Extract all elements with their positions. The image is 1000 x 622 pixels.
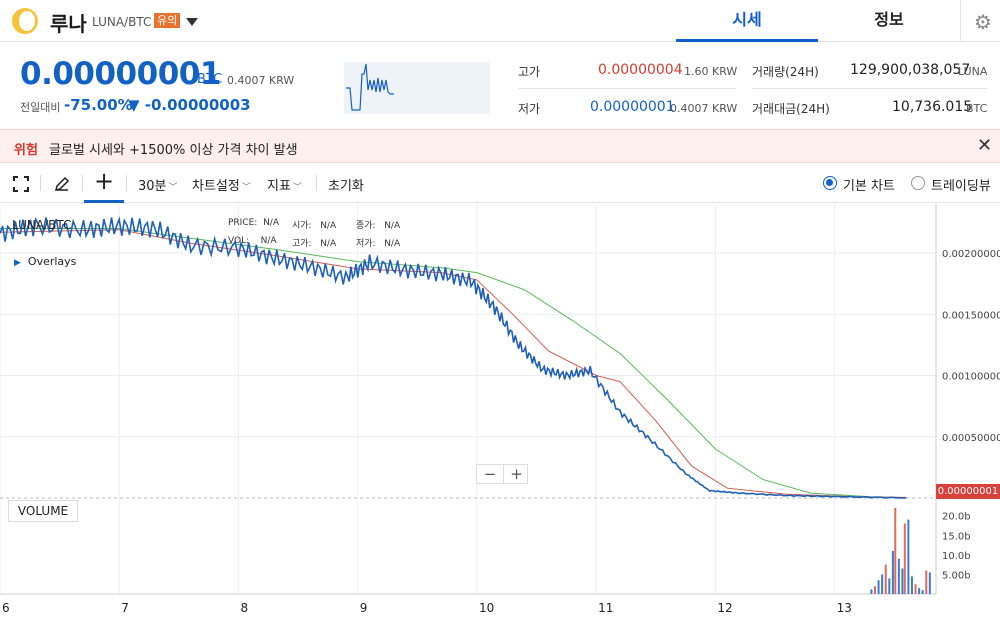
tab-price[interactable]: 시세 <box>676 0 818 42</box>
low-value: 0.00000001 <box>590 99 675 115</box>
interval-select[interactable]: 30분 ﹀ <box>138 179 178 194</box>
trading-view-radio[interactable] <box>911 176 925 190</box>
high-value: 0.00000004 <box>598 62 683 78</box>
zoom-in-button[interactable]: + <box>503 465 529 483</box>
sparkline <box>344 62 490 114</box>
volume-bar <box>870 589 873 594</box>
warning-badge: 유의 <box>154 13 181 28</box>
y-tick-label: 0.00200000 <box>942 249 1000 260</box>
volume-24h-value: 129,900,038,057 <box>850 62 971 78</box>
price-line <box>0 216 907 499</box>
chart-grid <box>0 204 937 595</box>
volume-bar <box>928 572 931 594</box>
coin-name: 루나 <box>50 12 87 36</box>
volume-bar <box>901 568 904 594</box>
volume-bar <box>888 578 891 594</box>
x-tick-label: 9 <box>360 601 368 615</box>
amount-24h-label: 거래대금(24H) <box>752 102 830 116</box>
volume-tick-label: 5.00b <box>942 570 971 581</box>
risk-alert: 위험 글로벌 시세와 +1500% 이상 가격 차이 발생 ✕ <box>0 129 1000 163</box>
volume-bar <box>891 550 894 594</box>
high-krw: 1.60 KRW <box>684 65 738 78</box>
current-price: 0.00000001 <box>20 56 221 92</box>
alert-tag: 위험 <box>14 143 38 158</box>
high-label: 고가 <box>518 65 541 79</box>
x-tick-label: 12 <box>717 601 732 615</box>
volume-24h-unit: LUNA <box>958 65 988 78</box>
gear-icon[interactable]: ⚙ <box>974 10 992 34</box>
volume-tick-label: 20.0b <box>942 512 971 523</box>
volume-bar <box>873 586 876 594</box>
volume-tick-label: 10.0b <box>942 551 971 562</box>
x-tick-label: 8 <box>240 601 248 615</box>
volume-bar <box>877 580 880 594</box>
amount-24h-unit: BTC <box>966 102 988 115</box>
crosshair-icon[interactable]: + <box>94 167 115 195</box>
price-chart[interactable]: 6 7 8 9 10 11 12 13 0.00200000 0.00150000 0.001000… <box>0 204 1000 622</box>
zoom-out-button[interactable]: − <box>483 465 497 483</box>
y-tick-label: 0.00150000 <box>942 310 1000 321</box>
luna-logo-icon <box>12 8 38 34</box>
ma-long-line <box>0 228 907 499</box>
y-tick-label: 0.00050000 <box>942 433 1000 444</box>
low-krw: 0.4007 KRW <box>670 102 738 115</box>
basic-chart-radio[interactable] <box>823 176 837 190</box>
ohlc-price: PRICE: N/A <box>228 218 279 228</box>
volume-bar <box>894 507 897 594</box>
volume-24h-label: 거래량(24H) <box>752 65 819 79</box>
ma-short-line <box>0 229 907 498</box>
low-label: 저가 <box>518 102 541 116</box>
volume-bar <box>881 574 884 594</box>
change-amount: ▼ -0.00000003 <box>128 96 251 114</box>
close-icon[interactable]: ✕ <box>977 135 993 156</box>
volume-bar <box>914 584 917 594</box>
last-price-flag: 0.00000001 <box>936 484 1000 499</box>
x-tick-label: 6 <box>2 601 10 615</box>
zoom-controls: − + <box>476 464 528 484</box>
volume-bar <box>925 570 928 594</box>
coin-pair: LUNA/BTC <box>92 15 152 29</box>
coin-dropdown-icon[interactable] <box>186 18 198 26</box>
ohlc-low: 저가: N/A <box>356 239 401 249</box>
x-tick-label: 11 <box>598 601 613 615</box>
ohlc-close: 종가: N/A <box>356 221 401 231</box>
volume-bar <box>903 523 906 594</box>
fullscreen-icon[interactable] <box>13 176 29 192</box>
axis-ticks: 6 7 8 9 10 11 12 13 0.00200000 0.00150000 0.001000… <box>2 249 1000 615</box>
volume-bar <box>918 588 921 594</box>
volume-bar <box>910 576 913 594</box>
volume-bar <box>884 564 887 594</box>
y-tick-label: 0.00100000 <box>942 372 1000 383</box>
volume-bar <box>907 519 910 594</box>
volume-bar <box>921 590 924 594</box>
x-tick-label: 10 <box>479 601 494 615</box>
chart-settings-menu[interactable]: 차트설정 ﹀ <box>192 179 251 194</box>
volume-bar <box>897 558 900 594</box>
volume-bars <box>870 507 931 594</box>
reset-button[interactable]: 초기화 <box>328 179 364 194</box>
pencil-icon[interactable] <box>53 175 71 193</box>
change-label: 전일대비 <box>20 101 61 114</box>
amount-24h-value: 10,736.015 <box>892 99 973 115</box>
ohlc-vol: VOL: N/A <box>228 236 277 246</box>
x-tick-label: 13 <box>837 601 852 615</box>
alert-text: 글로벌 시세와 +1500% 이상 가격 차이 발생 <box>49 143 298 158</box>
overlays-toggle[interactable]: ▶ Overlays <box>14 255 77 268</box>
ohlc-open: 시가: N/A <box>292 221 337 231</box>
volume-tick-label: 15.0b <box>942 531 971 542</box>
top-bar: 루나 LUNA/BTC 유의 시세 정보 ⚙ <box>0 0 1000 42</box>
chart-toolbar: + 30분 ﹀ 차트설정 ﹀ 지표 ﹀ 초기화 기본 차트 트레이딩뷰 <box>0 163 1000 203</box>
basic-chart-label[interactable]: 기본 차트 <box>843 179 895 194</box>
tab-info[interactable]: 정보 <box>874 10 904 29</box>
current-price-krw: 0.4007 KRW <box>227 74 295 87</box>
ohlc-high: 고가: N/A <box>292 239 337 249</box>
x-tick-label: 7 <box>121 601 129 615</box>
indicators-menu[interactable]: 지표 ﹀ <box>267 179 302 194</box>
current-price-unit: BTC <box>197 72 223 87</box>
chart-pair-label: LUNA/BTC <box>12 218 72 232</box>
volume-label: VOLUME <box>8 500 78 522</box>
trading-view-label[interactable]: 트레이딩뷰 <box>931 179 991 194</box>
change-percent: -75.00% <box>64 96 133 114</box>
